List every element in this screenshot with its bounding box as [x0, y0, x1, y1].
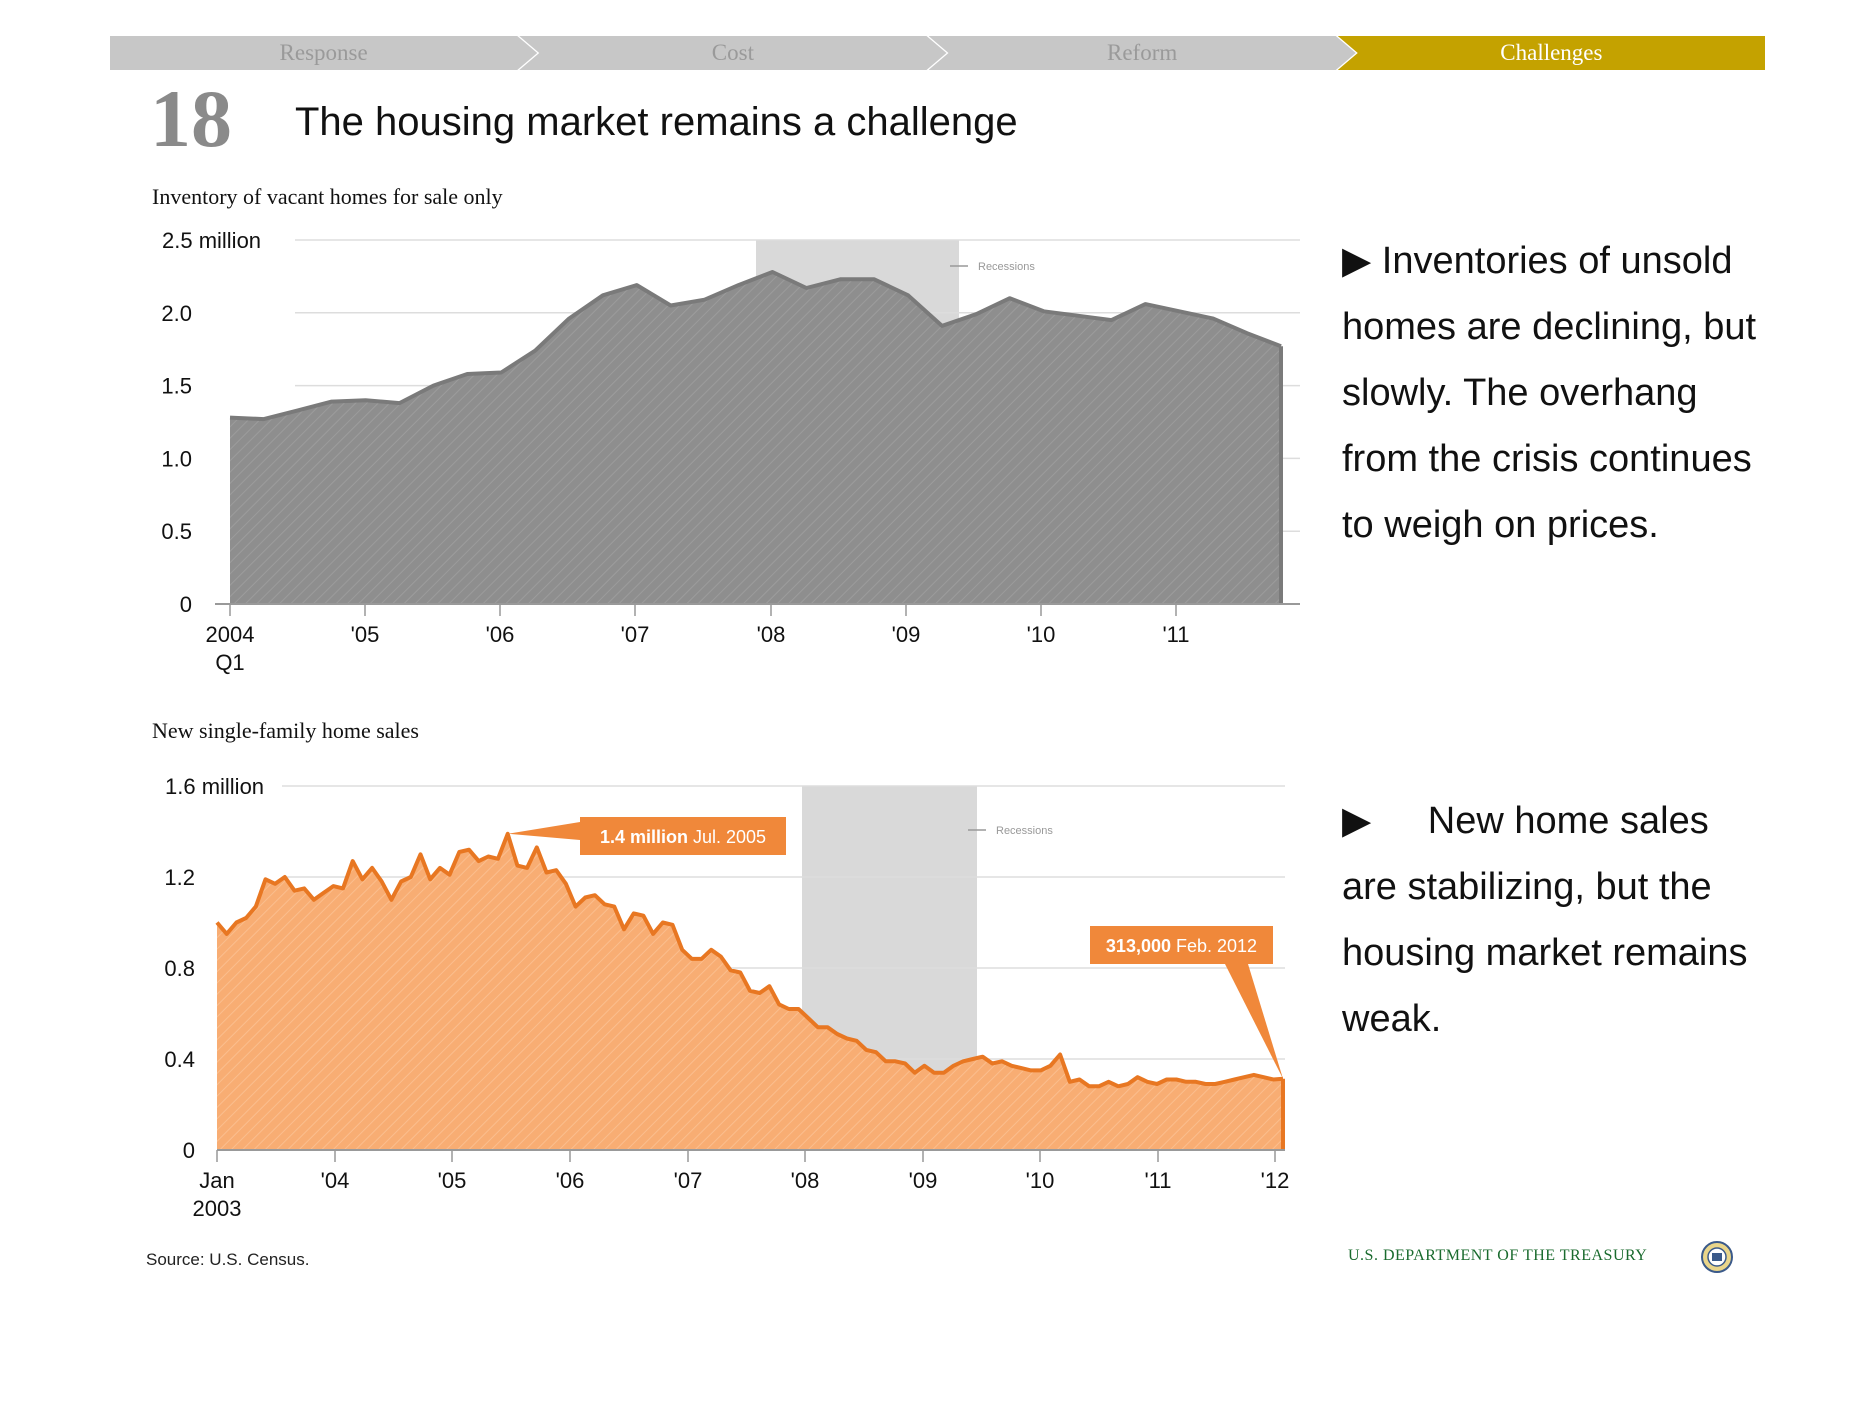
annotation-label: 313,000 Feb. 2012 — [1106, 936, 1257, 956]
bullet-arrow: ▶ — [1342, 800, 1372, 842]
annotation-value: 1.4 million — [600, 827, 693, 847]
y-tick-label: 0.5 — [161, 519, 192, 544]
bullet-sales: ▶ New home sales are stabilizing, but th… — [1342, 788, 1762, 1052]
nav-tab-reform[interactable]: Reform — [929, 36, 1356, 70]
x-tick-label: '11 — [1144, 1168, 1171, 1193]
bullet-text: New home sales are stabilizing, but the … — [1342, 800, 1748, 1040]
annotation-label: 1.4 million Jul. 2005 — [600, 827, 766, 847]
x-tick-label: '06 — [486, 622, 515, 647]
x-tick-label: '09 — [909, 1168, 938, 1193]
x-tick-label: Jan — [199, 1168, 234, 1193]
bullet-inventory: ▶ Inventories of unsold homes are declin… — [1342, 228, 1762, 558]
nav-tab-cost[interactable]: Cost — [519, 36, 946, 70]
y-tick-label: 1.6 million — [165, 774, 264, 799]
series-area — [230, 272, 1281, 604]
annotation-pointer — [1225, 964, 1283, 1079]
inventory-chart: 0 0.5 1.0 1.5 2.0 2.5 million Recessions 2004 '0… — [161, 228, 1300, 675]
x-tick-label: '10 — [1027, 622, 1056, 647]
department-name: U.S. DEPARTMENT OF THE TREASURY — [1348, 1247, 1648, 1264]
chart-title-sales: New single-family home sales — [152, 718, 419, 743]
y-tick-label: 2.0 — [161, 301, 192, 326]
y-tick-label: 0 — [180, 592, 192, 617]
annotation-box — [1090, 926, 1273, 964]
x-tick-label: '07 — [621, 622, 650, 647]
annotation-box — [580, 817, 786, 855]
bullet-arrow: ▶ — [1342, 240, 1372, 282]
annotation-pointer — [507, 822, 580, 840]
series-line — [215, 831, 1284, 1089]
x-tick-label: '09 — [892, 622, 921, 647]
bullet-text: Inventories of unsold homes are declinin… — [1342, 240, 1757, 546]
source-note: Source: U.S. Census. — [146, 1250, 310, 1269]
y-tick-label: 2.5 million — [162, 228, 261, 253]
slide-number: 18 — [150, 73, 232, 164]
x-tick-label: '06 — [556, 1168, 585, 1193]
y-tick-label: 1.0 — [161, 446, 192, 471]
x-tick-label: '08 — [757, 622, 786, 647]
annotation-date: Feb. 2012 — [1176, 936, 1257, 956]
x-tick-label: 2004 — [206, 622, 255, 647]
section-nav: Response Cost Reform Challenges — [110, 36, 1765, 70]
x-tick-label: '10 — [1026, 1168, 1055, 1193]
x-tick-label: '11 — [1162, 622, 1189, 647]
x-tick-label: '04 — [321, 1168, 350, 1193]
treasury-seal-icon — [1701, 1241, 1733, 1273]
y-tick-label: 0 — [183, 1138, 195, 1163]
x-tick-sublabel: 2003 — [193, 1196, 242, 1221]
series-line — [229, 270, 1282, 422]
chart-title-inventory: Inventory of vacant homes for sale only — [152, 184, 503, 209]
sales-chart: 0 0.4 0.8 1.2 1.6 million Recessions Jan '04 '05… — [164, 774, 1289, 1221]
x-tick-label: '05 — [351, 622, 380, 647]
x-tick-sublabel: Q1 — [215, 650, 244, 675]
x-tick-label: '08 — [791, 1168, 820, 1193]
nav-tab-challenges[interactable]: Challenges — [1337, 36, 1765, 70]
x-tick-label: '12 — [1261, 1168, 1290, 1193]
annotation-value: 313,000 — [1106, 936, 1176, 956]
annotation-date: Jul. 2005 — [693, 827, 766, 847]
y-tick-label: 1.5 — [161, 374, 192, 399]
x-tick-label: '07 — [674, 1168, 703, 1193]
x-tick-label: '05 — [438, 1168, 467, 1193]
legend-label: Recessions — [978, 261, 1035, 273]
y-tick-label: 1.2 — [164, 865, 195, 890]
y-tick-label: 0.8 — [164, 956, 195, 981]
legend-label: Recessions — [996, 825, 1053, 837]
slide-title: The housing market remains a challenge — [295, 100, 1018, 144]
y-tick-label: 0.4 — [164, 1047, 195, 1072]
nav-tab-response[interactable]: Response — [110, 36, 537, 70]
